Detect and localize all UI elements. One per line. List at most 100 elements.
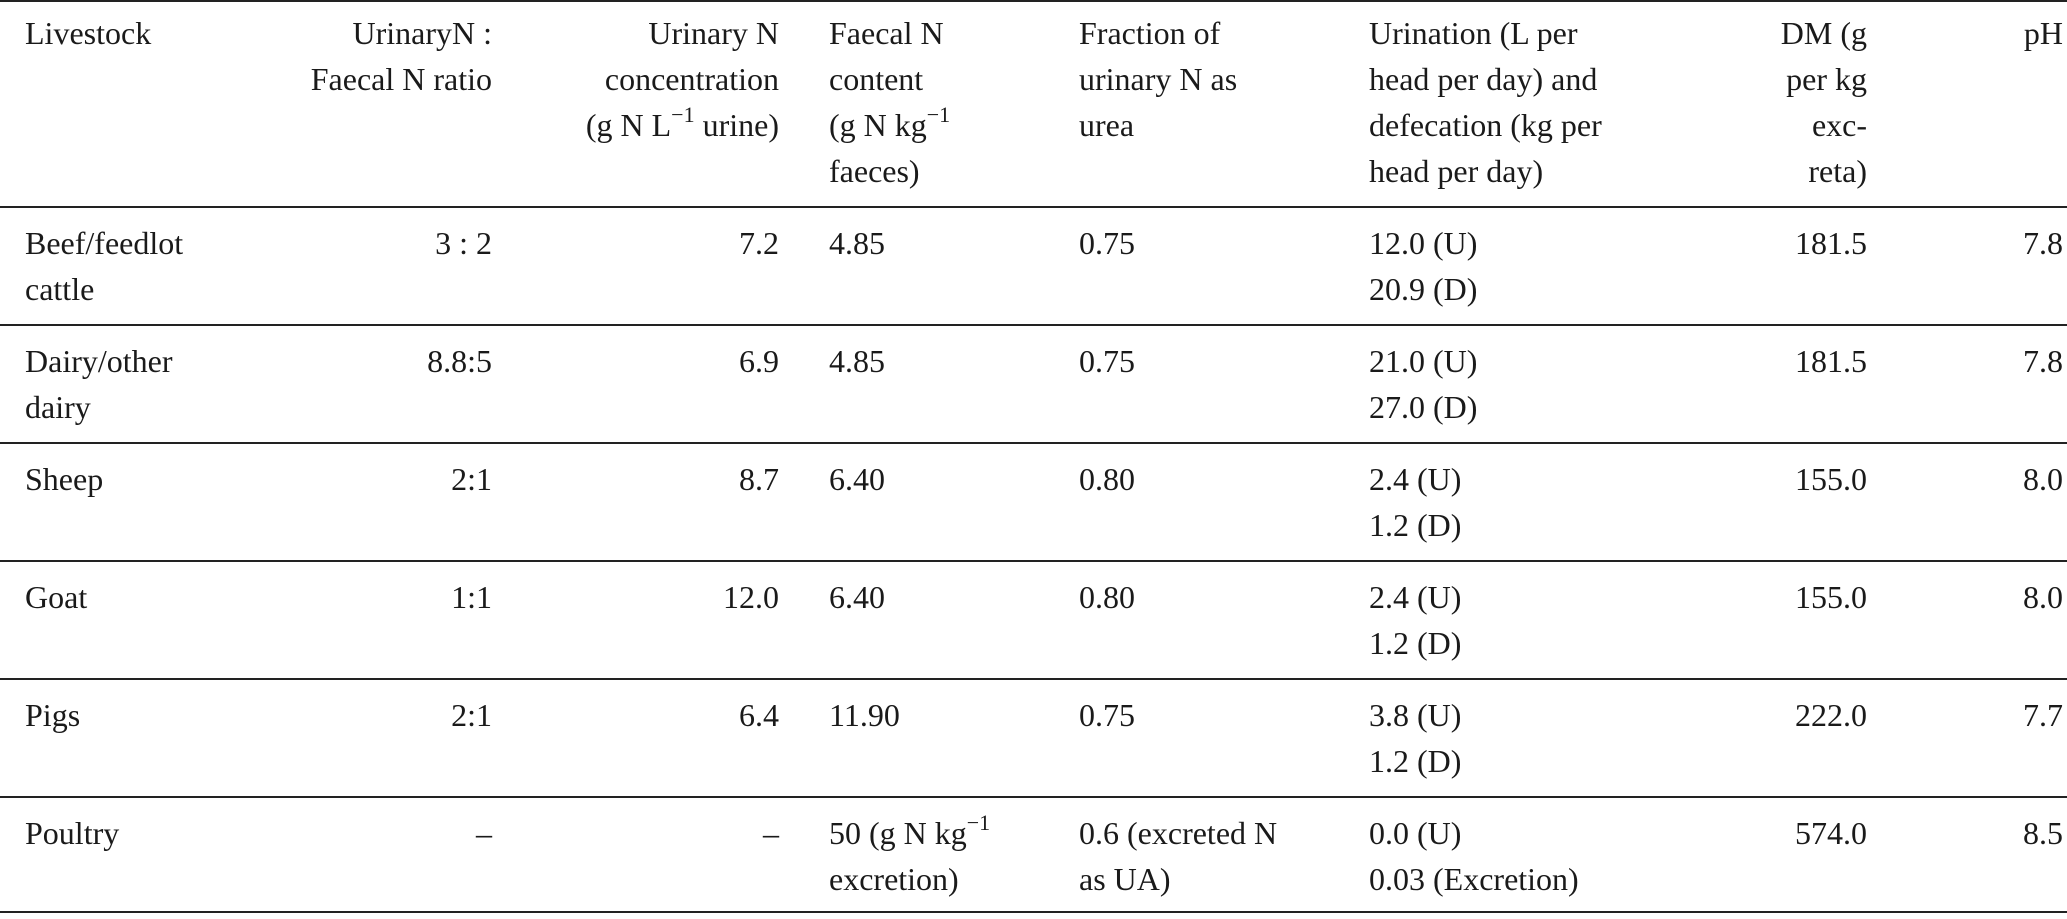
- cell-ratio: 1:1: [451, 579, 492, 615]
- table-row: Sheep 2:1 8.7 6.40 0.80 2.4 (U) 1.2 (D) …: [0, 443, 2067, 561]
- cell-ratio: 2:1: [451, 697, 492, 733]
- cell-urination: 2.4 (U) 1.2 (D): [1369, 443, 1687, 561]
- table-row: Goat 1:1 12.0 6.40 0.80 2.4 (U) 1.2 (D) …: [0, 561, 2067, 679]
- cell-livestock-line-1: Poultry: [25, 815, 120, 851]
- cell-livestock-line-2: dairy: [25, 389, 91, 425]
- header-ratio: UrinaryN : Faecal N ratio: [220, 1, 492, 207]
- header-urination-defecation: Urination (L per head per day) and defec…: [1369, 1, 1687, 207]
- cell-ph: 7.7: [2023, 697, 2063, 733]
- cell-livestock-line-1: Dairy/other: [25, 343, 173, 379]
- header-dm: DM (g per kg exc- reta): [1687, 1, 1867, 207]
- cell-ratio: 2:1: [451, 461, 492, 497]
- cell-fraction-urea-line-1: 0.80: [1079, 579, 1135, 615]
- cell-fraction-urea: 0.75: [1079, 207, 1369, 325]
- cell-faecal-content-line-1: 6.40: [829, 579, 885, 615]
- cell-fraction-urea-line-1: 0.75: [1079, 343, 1135, 379]
- header-faecal-content-line-3: (g N kg−1: [829, 102, 1079, 148]
- cell-urinary-concentration: 6.9: [739, 343, 779, 379]
- cell-urinary-concentration: 6.4: [739, 697, 779, 733]
- header-faecal-content-line-1: Faecal N: [829, 15, 944, 51]
- cell-livestock-line-1: Goat: [25, 579, 88, 615]
- cell-dm: 155.0: [1795, 461, 1867, 497]
- header-ratio-line-2: Faecal N ratio: [310, 61, 492, 97]
- header-fraction-urea-line-2: urinary N as: [1079, 61, 1238, 97]
- cell-livestock: Goat: [0, 561, 220, 679]
- cell-urinary-concentration: –: [763, 815, 779, 851]
- cell-dm: 222.0: [1795, 697, 1867, 733]
- cell-ph: 8.0: [2023, 461, 2063, 497]
- cell-faecal-content: 6.40: [779, 443, 1079, 561]
- cell-livestock-line-1: Pigs: [25, 697, 81, 733]
- cell-ratio: –: [476, 815, 492, 851]
- header-livestock-line: Livestock: [25, 15, 152, 51]
- cell-urination-line-2: 27.0 (D): [1369, 389, 1478, 425]
- header-urinary-concentration: Urinary N concentration (g N L−1 urine): [492, 1, 779, 207]
- cell-fraction-urea: 0.75: [1079, 325, 1369, 443]
- header-dm-line-2: per kg: [1786, 61, 1867, 97]
- cell-urination-line-2: 1.2 (D): [1369, 507, 1462, 543]
- header-ph: pH: [1867, 1, 2067, 207]
- cell-livestock: Pigs: [0, 679, 220, 797]
- cell-urination: 21.0 (U) 27.0 (D): [1369, 325, 1687, 443]
- header-fraction-urea: Fraction of urinary N as urea: [1079, 1, 1369, 207]
- cell-urination-line-1: 3.8 (U): [1369, 697, 1462, 733]
- cell-ph: 7.8: [2023, 343, 2063, 379]
- cell-faecal-content-unit: 50 (g N kg: [829, 815, 967, 851]
- cell-fraction-urea-line-1: 0.75: [1079, 697, 1135, 733]
- table-row: Pigs 2:1 6.4 11.90 0.75 3.8 (U) 1.2 (D) …: [0, 679, 2067, 797]
- cell-urination-line-2: 0.03 (Excretion): [1369, 861, 1579, 897]
- table-row: Poultry – – 50 (g N kg−1 excretion) 0.6 …: [0, 797, 2067, 912]
- header-dm-line-3: exc-: [1811, 107, 1867, 143]
- cell-urination: 12.0 (U) 20.9 (D): [1369, 207, 1687, 325]
- cell-fraction-urea: 0.80: [1079, 561, 1369, 679]
- header-fraction-urea-line-1: Fraction of: [1079, 15, 1221, 51]
- table-row: Dairy/other dairy 8.8:5 6.9 4.85 0.75 21…: [0, 325, 2067, 443]
- cell-urination: 2.4 (U) 1.2 (D): [1369, 561, 1687, 679]
- cell-livestock: Poultry: [0, 797, 220, 912]
- table-header: Livestock UrinaryN : Faecal N ratio Urin…: [0, 1, 2067, 207]
- cell-fraction-urea-line-1: 0.80: [1079, 461, 1135, 497]
- header-urination-line-1: Urination (L per: [1369, 15, 1578, 51]
- cell-ratio: 3 : 2: [435, 225, 492, 261]
- cell-urinary-concentration: 12.0: [723, 579, 779, 615]
- cell-livestock: Beef/feedlot cattle: [0, 207, 220, 325]
- table-body: Beef/feedlot cattle 3 : 2 7.2 4.85 0.75 …: [0, 207, 2067, 912]
- header-urination-line-2: head per day) and: [1369, 61, 1598, 97]
- header-fraction-urea-line-3: urea: [1079, 107, 1135, 143]
- cell-urination: 0.0 (U) 0.03 (Excretion): [1369, 797, 1687, 912]
- header-faecal-content: Faecal N content (g N kg−1 faeces): [779, 1, 1079, 207]
- header-faecal-content-line-2: content: [829, 61, 924, 97]
- cell-faecal-content: 6.40: [779, 561, 1079, 679]
- cell-urination-line-1: 0.0 (U): [1369, 815, 1462, 851]
- cell-faecal-content: 4.85: [779, 325, 1079, 443]
- header-urinary-concentration-unit-tail: urine): [694, 107, 779, 143]
- header-urination-line-4: head per day): [1369, 153, 1544, 189]
- cell-livestock-line-2: cattle: [25, 271, 95, 307]
- header-urinary-concentration-exponent: −1: [671, 102, 695, 128]
- cell-urination-line-2: 20.9 (D): [1369, 271, 1478, 307]
- cell-dm: 155.0: [1795, 579, 1867, 615]
- cell-livestock: Dairy/other dairy: [0, 325, 220, 443]
- cell-faecal-content: 4.85: [779, 207, 1079, 325]
- cell-faecal-content-line-1: 6.40: [829, 461, 885, 497]
- cell-fraction-urea-line-1: 0.6 (excreted N: [1079, 815, 1278, 851]
- cell-dm: 181.5: [1795, 225, 1867, 261]
- cell-dm: 574.0: [1795, 815, 1867, 851]
- cell-fraction-urea: 0.80: [1079, 443, 1369, 561]
- cell-faecal-content-line-1: 4.85: [829, 225, 885, 261]
- header-urinary-concentration-unit: (g N L: [585, 107, 672, 143]
- cell-urination-line-1: 2.4 (U): [1369, 579, 1462, 615]
- cell-faecal-content-line-1: 50 (g N kg−1: [829, 810, 1079, 856]
- cell-faecal-content-line-1: 11.90: [829, 697, 900, 733]
- cell-urination-line-2: 1.2 (D): [1369, 743, 1462, 779]
- cell-ph: 8.0: [2023, 579, 2063, 615]
- cell-faecal-content-line-2: excretion): [829, 861, 959, 897]
- header-row: Livestock UrinaryN : Faecal N ratio Urin…: [0, 1, 2067, 207]
- cell-urination-line-1: 21.0 (U): [1369, 343, 1478, 379]
- cell-fraction-urea-line-2: as UA): [1079, 861, 1171, 897]
- header-livestock: Livestock: [0, 1, 220, 207]
- cell-urinary-concentration: 7.2: [739, 225, 779, 261]
- cell-faecal-content-exponent: −1: [966, 810, 991, 836]
- cell-urination: 3.8 (U) 1.2 (D): [1369, 679, 1687, 797]
